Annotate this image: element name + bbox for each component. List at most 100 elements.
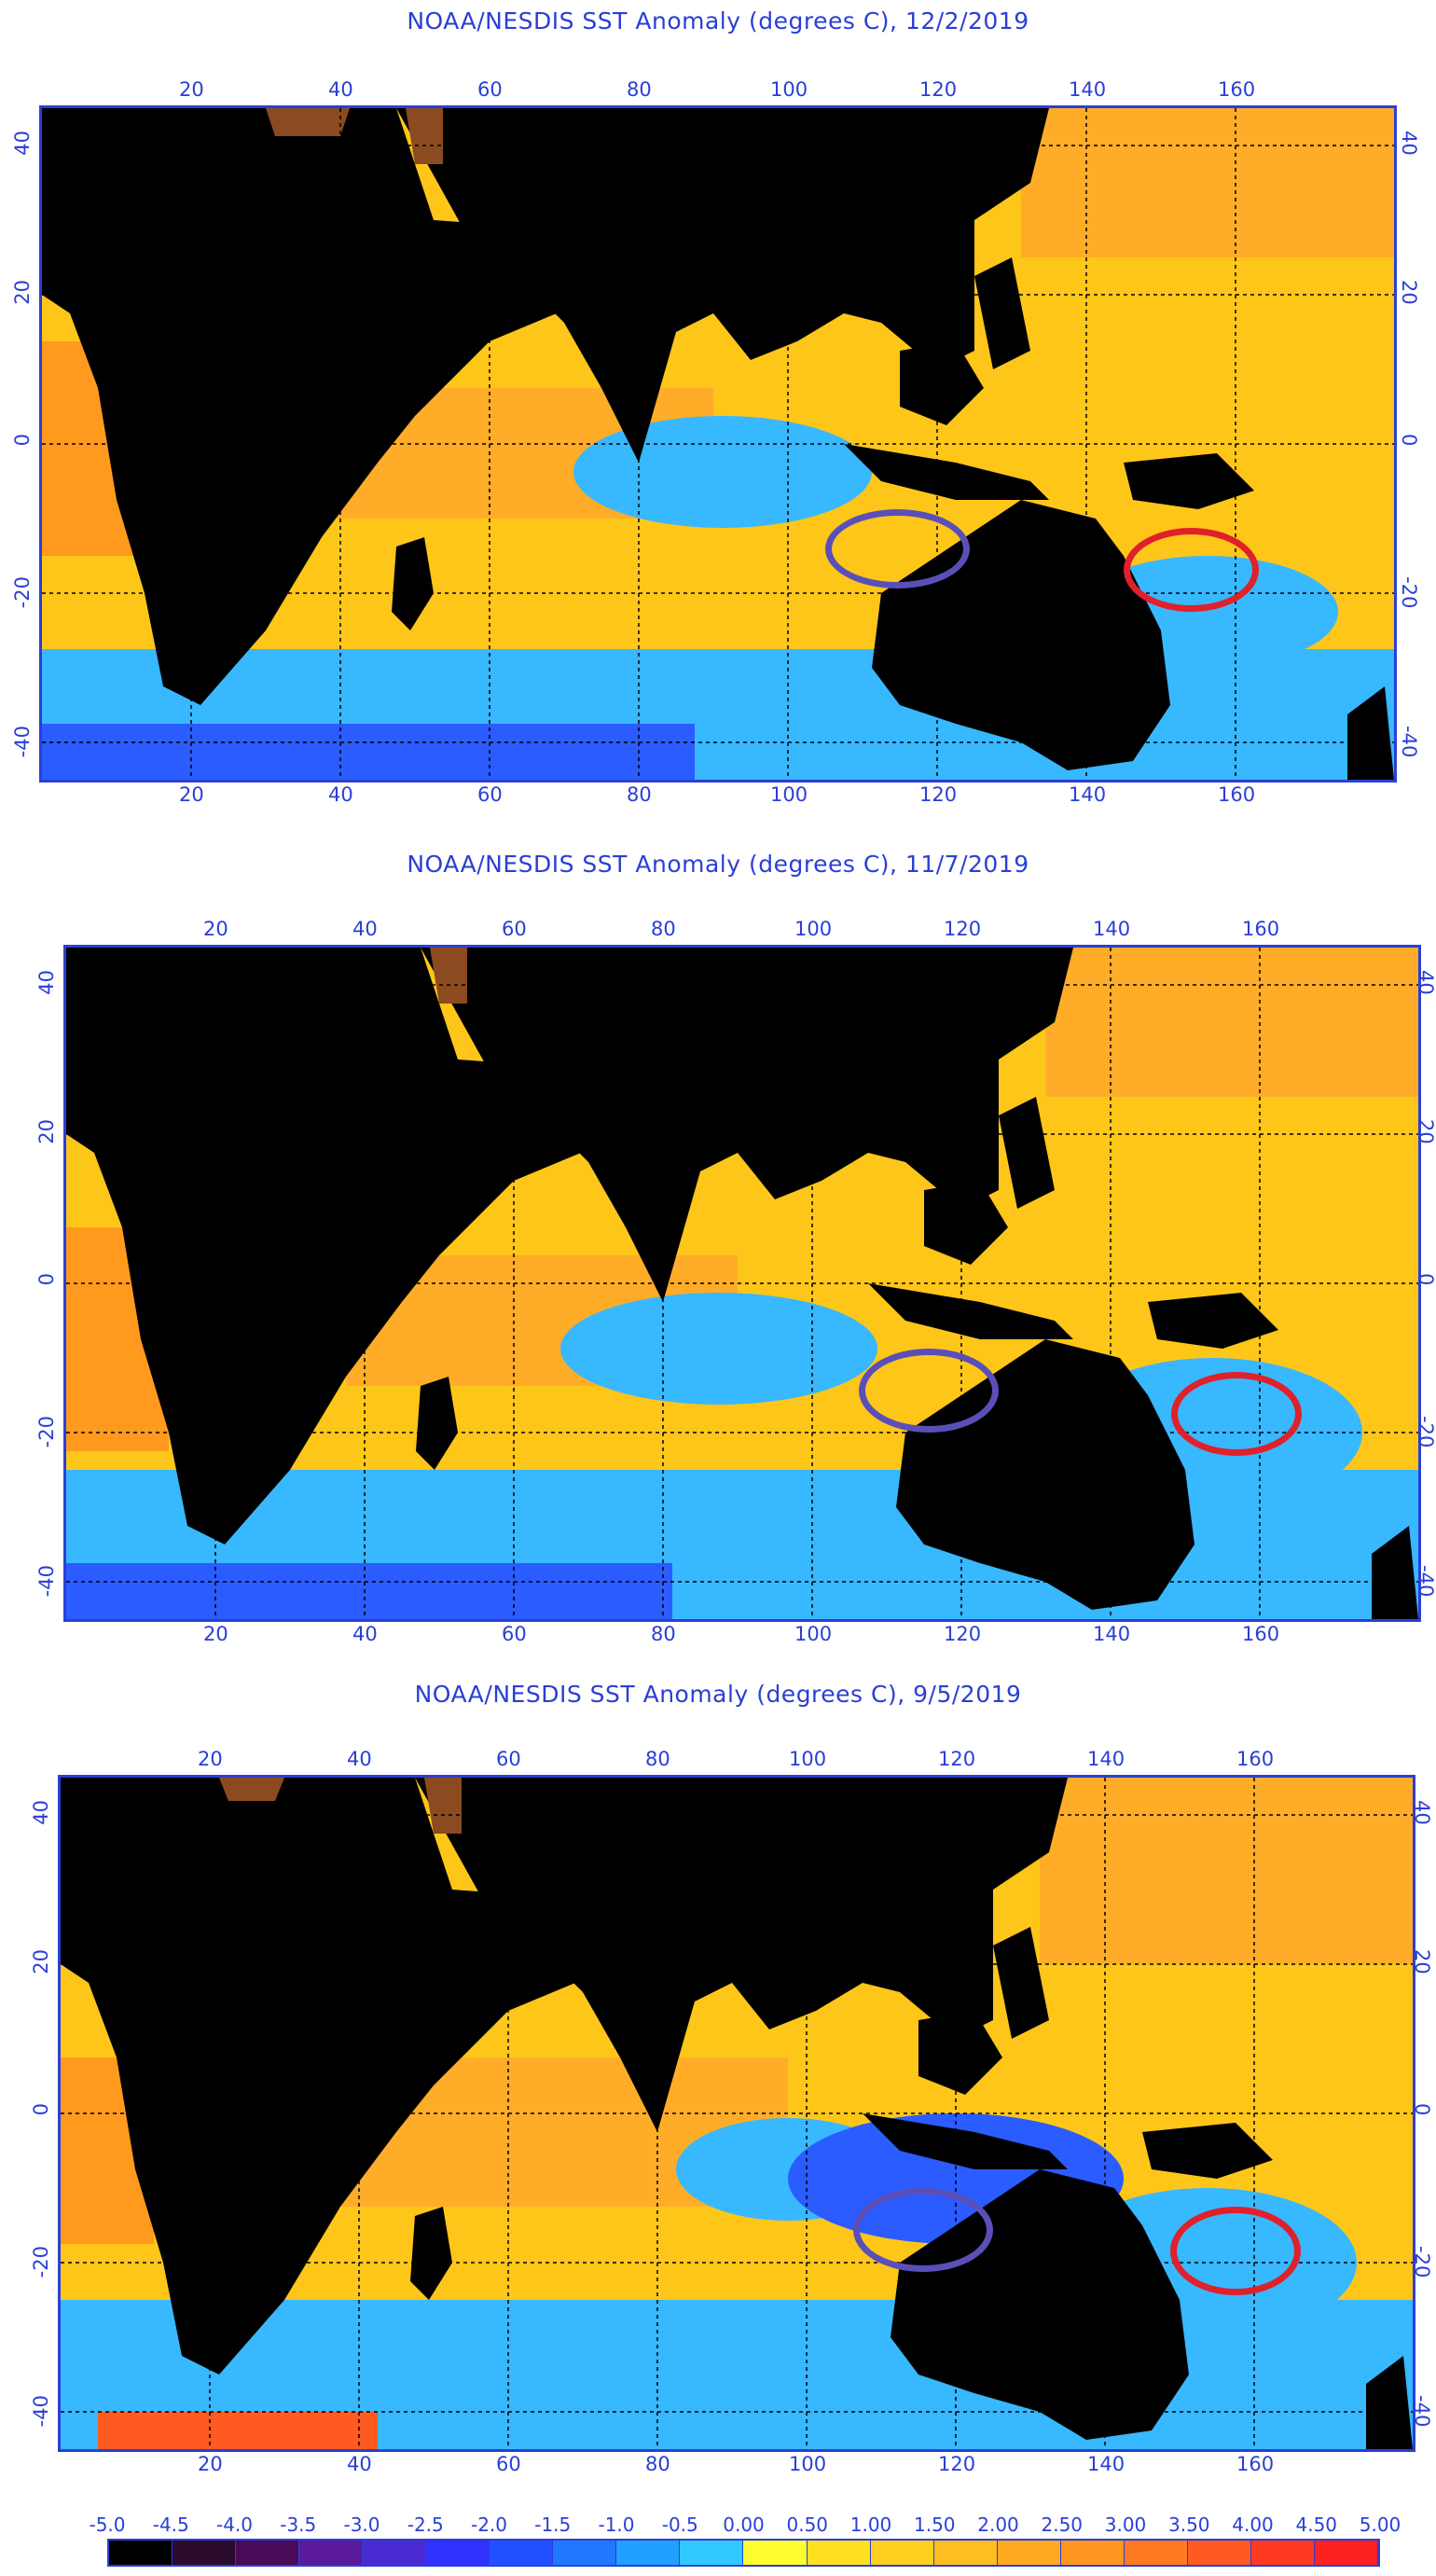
colorbar-cell — [1250, 2541, 1315, 2565]
colorbar-cell — [490, 2541, 554, 2565]
tick-label: 40 — [1411, 1800, 1433, 1825]
colorbar-label: -1.0 — [598, 2514, 635, 2536]
tick-label: 120 — [944, 1623, 982, 1645]
colorbar-label: 4.00 — [1232, 2514, 1274, 2536]
colorbar-label: 0.50 — [786, 2514, 829, 2536]
colorbar-cell — [743, 2541, 808, 2565]
tick-label: 0 — [1398, 434, 1420, 447]
tick-label: -40 — [1411, 2395, 1433, 2428]
colorbar-cell — [933, 2541, 998, 2565]
land-borneo — [900, 341, 984, 425]
tick-label: 140 — [1093, 1623, 1131, 1645]
cool-anomaly — [573, 416, 872, 528]
cold-band — [66, 1563, 672, 1619]
red-ellipse — [1170, 2207, 1301, 2295]
tick-label: -40 — [30, 2395, 52, 2428]
colorbar-label: 3.50 — [1167, 2514, 1210, 2536]
colorbar-label: -1.5 — [534, 2514, 572, 2536]
land-philippines — [993, 1927, 1049, 2039]
tick-label: 20 — [203, 1623, 228, 1645]
tick-label: 100 — [770, 783, 808, 806]
tick-label: -20 — [1411, 2246, 1433, 2278]
land-africa — [66, 948, 626, 1544]
colorbar-label: -4.0 — [215, 2514, 254, 2536]
colorbar-cell — [553, 2541, 617, 2565]
ice-region — [424, 1778, 462, 1834]
tick-label: 80 — [627, 78, 652, 101]
tick-label: 40 — [1415, 970, 1436, 995]
tick-label: -40 — [35, 1565, 58, 1598]
tick-label: 0 — [35, 1273, 58, 1286]
colorbar-cell — [363, 2541, 427, 2565]
map-panel-3 — [58, 1775, 1415, 2452]
tick-label: -20 — [11, 576, 34, 609]
colorbar-label: 2.50 — [1041, 2514, 1084, 2536]
tick-label: 140 — [1069, 78, 1107, 101]
colorbar-label: 4.50 — [1295, 2514, 1338, 2536]
colorbar-label: 1.00 — [849, 2514, 892, 2536]
tick-label: 40 — [347, 1748, 372, 1770]
colorbar-cell — [299, 2541, 364, 2565]
tick-label: 160 — [1242, 918, 1280, 940]
tick-label: 160 — [1242, 1623, 1280, 1645]
panel-3-title: NOAA/NESDIS SST Anomaly (degrees C), 9/5… — [414, 1681, 1022, 1708]
colorbar-label: -2.0 — [470, 2514, 508, 2536]
colorbar-label: -2.5 — [407, 2514, 444, 2536]
tick-label: 60 — [502, 1623, 527, 1645]
tick-label: 20 — [11, 280, 34, 305]
tick-label: 20 — [1398, 280, 1420, 305]
tick-label: 100 — [789, 1748, 827, 1770]
colorbar-label: 1.50 — [913, 2514, 956, 2536]
colorbar-cell — [1187, 2541, 1251, 2565]
tick-label: -20 — [1398, 576, 1420, 609]
tick-label: 100 — [794, 1623, 833, 1645]
land-africa — [61, 1778, 620, 2375]
colorbar-cell — [1124, 2541, 1188, 2565]
ice-region — [430, 948, 467, 1004]
tick-label: 40 — [352, 1623, 378, 1645]
land-newguinea — [1148, 1293, 1278, 1349]
tick-label: 160 — [1236, 2453, 1275, 2475]
tick-label: 140 — [1087, 1748, 1125, 1770]
tick-label: 60 — [477, 783, 503, 806]
tick-label: 0 — [1411, 2103, 1433, 2116]
colorbar-label: -3.0 — [343, 2514, 380, 2536]
tick-label: 60 — [496, 1748, 521, 1770]
tick-label: 20 — [198, 2453, 223, 2475]
land-newguinea — [1124, 453, 1254, 509]
tick-label: 100 — [794, 918, 833, 940]
tick-label: -20 — [1415, 1416, 1436, 1448]
tick-label: 60 — [502, 918, 527, 940]
tick-label: -40 — [1398, 726, 1420, 758]
tick-label: 120 — [938, 2453, 976, 2475]
tick-label: 140 — [1069, 783, 1107, 806]
land-madagascar — [416, 1377, 458, 1470]
land-asia — [396, 108, 1049, 463]
tick-label: 60 — [477, 78, 503, 101]
tick-label: -20 — [35, 1416, 58, 1448]
tick-label: 160 — [1218, 78, 1256, 101]
purple-ellipse — [825, 509, 970, 589]
tick-label: 40 — [328, 783, 353, 806]
tick-label: 80 — [651, 1623, 676, 1645]
tick-label: 20 — [179, 78, 204, 101]
tick-label: 120 — [944, 918, 982, 940]
land-philippines — [974, 257, 1030, 369]
tick-label: 120 — [919, 78, 958, 101]
land-madagascar — [410, 2207, 452, 2300]
colorbar-label: -4.5 — [152, 2514, 189, 2536]
sst-map-1 — [42, 108, 1394, 780]
colorbar-cell — [870, 2541, 934, 2565]
colorbar-label: -0.5 — [661, 2514, 698, 2536]
tick-label: 0 — [11, 434, 34, 447]
colorbar-cell — [109, 2541, 173, 2565]
tick-label: 40 — [11, 131, 34, 156]
sst-map-2 — [66, 948, 1418, 1619]
ice-region — [406, 108, 443, 164]
land-newzealand — [1372, 1526, 1418, 1619]
tick-label: 20 — [203, 918, 228, 940]
colorbar — [107, 2539, 1380, 2567]
map-panel-2 — [63, 945, 1421, 1622]
land-borneo — [918, 2011, 1002, 2095]
warm-region — [1021, 108, 1394, 257]
